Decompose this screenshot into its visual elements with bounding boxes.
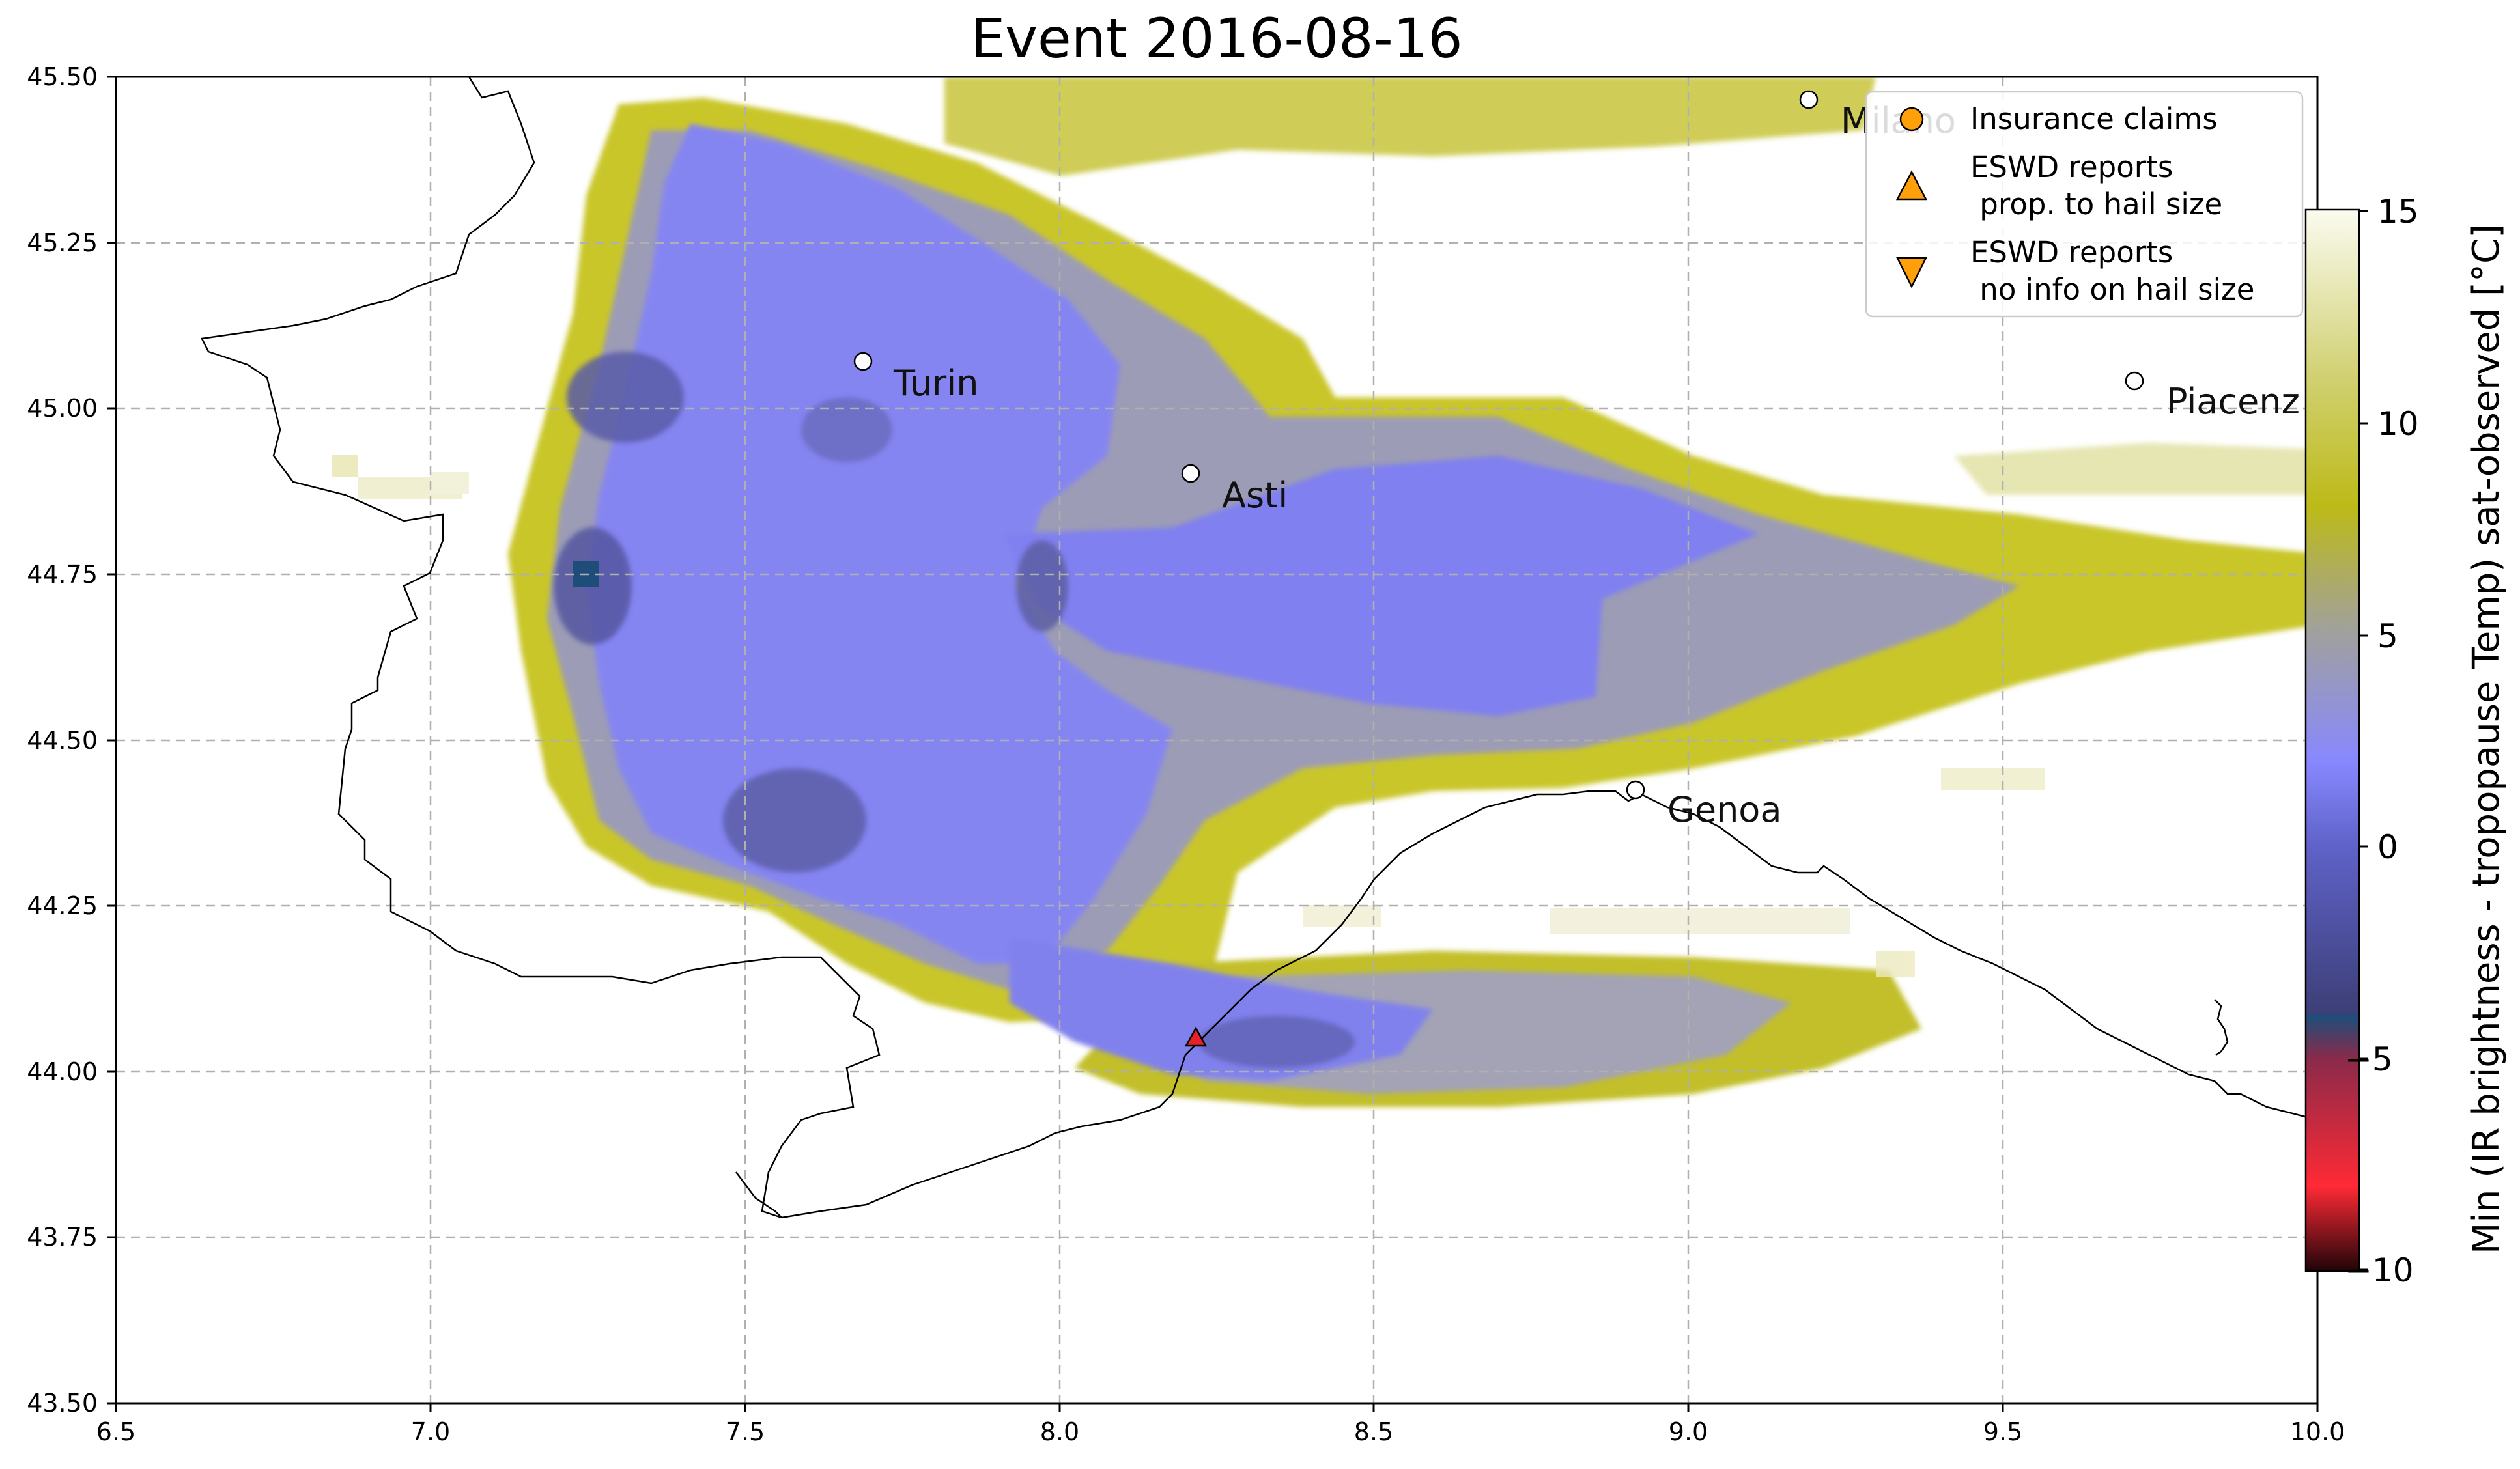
- legend-label-eswd-noinfo-1: ESWD reports: [1970, 235, 2173, 270]
- y-tick-label: 45.00: [27, 394, 98, 423]
- city-marker: [1181, 464, 1200, 483]
- city-piacenza: Piacenz: [2125, 371, 2300, 422]
- colorbar-bar: [2304, 208, 2360, 1272]
- colorbar-tick-label: −5: [2345, 1041, 2393, 1078]
- colorbar-tick-label: 15: [2377, 193, 2419, 231]
- city-turin: Turin: [853, 352, 978, 404]
- city-marker: [2125, 371, 2144, 391]
- gridlines: [116, 77, 2317, 1403]
- cities: Turin Asti Genoa Milano Piacenz: [853, 90, 2300, 830]
- city-marker: [1626, 780, 1645, 800]
- x-tick-labels: 6.5 7.0 7.5 8.0 8.5 9.0 9.5 10.0: [96, 1418, 2345, 1446]
- city-label: Turin: [893, 363, 978, 404]
- insurance-claims-icon: [1899, 107, 1924, 132]
- border-south: [735, 1171, 782, 1218]
- colorbar-tick-label: −10: [2345, 1252, 2414, 1289]
- x-tick-label: 7.0: [411, 1418, 450, 1446]
- y-tick-label: 43.50: [27, 1389, 98, 1418]
- eswd-no-info-icon: [1895, 257, 1928, 288]
- y-axis: [107, 76, 116, 1405]
- legend-label-eswd-size-2: prop. to hail size: [1970, 187, 2222, 221]
- coastline: [201, 77, 2317, 1219]
- y-tick-labels: 43.50 43.75 44.00 44.25 44.50 44.75 45.0…: [27, 63, 98, 1418]
- border-west: [201, 77, 881, 1219]
- x-tick-label: 8.0: [1040, 1418, 1079, 1446]
- x-tick-label: 6.5: [96, 1418, 135, 1446]
- city-marker: [853, 352, 873, 371]
- y-tick-label: 44.25: [27, 891, 98, 920]
- y-tick-label: 44.50: [27, 726, 98, 755]
- city-label: Piacenz: [2166, 381, 2300, 422]
- y-tick-label: 44.75: [27, 560, 98, 589]
- cloud-band-north: [944, 77, 1876, 176]
- colorbar-tick-label: 5: [2377, 617, 2398, 655]
- cloud-east-fringe: [1954, 443, 2317, 495]
- legend-label-eswd-size-1: ESWD reports: [1970, 150, 2173, 184]
- x-tick-label: 10.0: [2290, 1418, 2345, 1446]
- colorbar-ticks: [2359, 210, 2368, 1271]
- city-label: Genoa: [1667, 789, 1781, 830]
- eswd-hail-size-icon: [1895, 170, 1928, 201]
- cloud-field-coldest: [554, 352, 1355, 1068]
- eswd-report-marker: [1184, 1026, 1208, 1047]
- colorbar-tick-label: 10: [2377, 405, 2419, 443]
- y-tick-label: 43.75: [27, 1223, 98, 1252]
- colorbar-tick-label: 0: [2377, 828, 2398, 866]
- x-tick-label: 9.0: [1669, 1418, 1708, 1446]
- x-tick-label: 8.5: [1354, 1418, 1393, 1446]
- x-tick-label: 9.5: [1983, 1418, 2022, 1446]
- map-area: Turin Asti Genoa Milano Piacenz: [27, 63, 2345, 1446]
- cloud-field-cold: [586, 124, 1759, 1081]
- coast-islet: [2214, 999, 2229, 1056]
- x-tick-label: 7.5: [726, 1418, 765, 1446]
- city-label: Asti: [1222, 475, 1288, 516]
- legend-label-eswd-noinfo-2: no info on hail size: [1970, 272, 2254, 307]
- colorbar: 15 10 5 0 −5 −10 Min (IR brightness - tr…: [2304, 193, 2508, 1289]
- y-tick-label: 44.00: [27, 1057, 98, 1086]
- city-marker: [1799, 90, 1819, 109]
- coast-liguria: [781, 790, 2317, 1219]
- x-axis: [115, 1403, 2319, 1412]
- hail-field: [332, 77, 2317, 1107]
- legend: Insurance claims ESWD reports prop. to h…: [1865, 91, 2304, 318]
- y-tick-label: 45.50: [27, 63, 98, 91]
- legend-label-insurance: Insurance claims: [1970, 102, 2218, 136]
- y-tick-label: 45.25: [27, 229, 98, 257]
- city-genoa: Genoa: [1626, 780, 1781, 830]
- colorbar-label: Min (IR brightness - tropopause Temp) sa…: [2465, 224, 2508, 1254]
- city-asti: Asti: [1181, 464, 1288, 516]
- legend-box: [1865, 91, 2304, 318]
- cloud-fringe: [332, 455, 2045, 977]
- map-title: Event 2016-08-16: [970, 7, 1463, 70]
